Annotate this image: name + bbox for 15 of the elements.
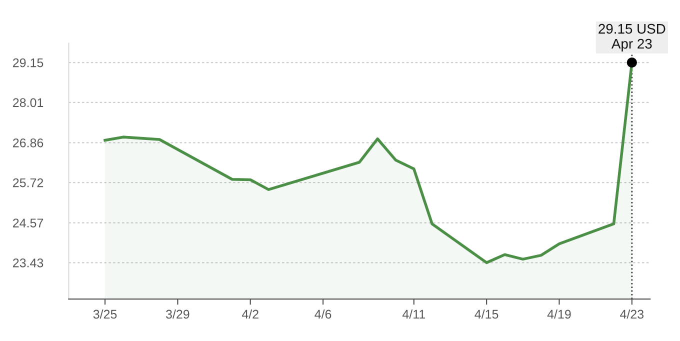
y-tick-label: 23.43 xyxy=(13,258,44,268)
y-tick-label: 25.72 xyxy=(13,178,44,188)
y-tick-label: 24.57 xyxy=(13,218,44,228)
x-tick-label: 4/23 xyxy=(620,309,644,319)
x-tick-label: 4/6 xyxy=(314,309,332,319)
annotation: 29.15 USD Apr 23 xyxy=(598,24,666,52)
x-tick-label: 3/25 xyxy=(93,309,117,319)
x-tick-label: 4/19 xyxy=(547,309,571,319)
y-tick-label: 26.86 xyxy=(13,138,44,148)
y-tick-label: 29.15 xyxy=(13,58,44,68)
x-tick-label: 4/15 xyxy=(474,309,498,319)
x-tick-label: 4/2 xyxy=(242,309,258,319)
x-tick-label: 3/29 xyxy=(166,309,190,319)
y-tick-label: 28.01 xyxy=(13,98,44,108)
x-tick-label: 4/11 xyxy=(402,309,425,319)
